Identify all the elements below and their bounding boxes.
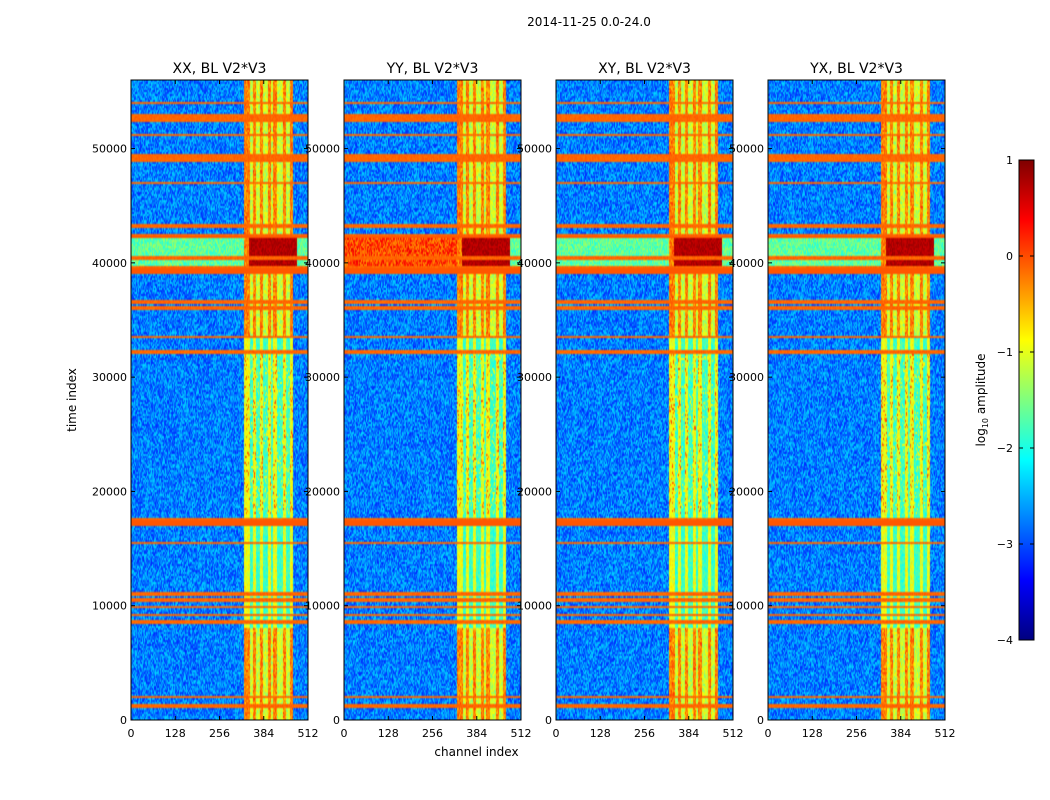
y-tick-label: 10000 [517,600,552,613]
x-tick-label: 128 [802,727,823,740]
heatmap-image [344,80,521,720]
y-tick-label: 40000 [92,257,127,270]
colorbar-tick-label: −4 [997,634,1013,647]
x-tick-label: 256 [846,727,867,740]
y-tick-label: 30000 [92,371,127,384]
colorbar-tick-label: −1 [997,346,1013,359]
x-tick-label: 384 [890,727,911,740]
colorbar-gradient [1018,159,1035,641]
y-tick-label: 20000 [305,485,340,498]
y-tick-label: 0 [333,714,340,727]
x-tick-label: 256 [634,727,655,740]
colorbar: 1 0 −1 −2 −3 −4 log10 amplitude [974,154,1035,647]
colorbar-tick-label: −3 [997,538,1013,551]
y-tick-label: 20000 [729,485,764,498]
x-tick-label: 0 [553,727,560,740]
y-tick-label: 40000 [517,257,552,270]
x-tick-label: 0 [765,727,772,740]
y-tick-label: 50000 [729,143,764,156]
y-tick-label: 0 [120,714,127,727]
x-tick-label: 0 [128,727,135,740]
heatmap-image [556,80,733,720]
panel-title: XY, BL V2*V3 [598,61,691,77]
x-tick-label: 128 [378,727,399,740]
x-tick-label: 384 [678,727,699,740]
x-axis-label: channel index [434,745,518,759]
figure-suptitle: 2014-11-25 0.0-24.0 [527,15,651,29]
y-tick-label: 10000 [92,600,127,613]
y-tick-label: 50000 [517,143,552,156]
x-tick-label: 256 [422,727,443,740]
y-tick-label: 30000 [517,371,552,384]
y-tick-label: 20000 [517,485,552,498]
colorbar-label: log10 amplitude [974,354,990,447]
colorbar-tick-label: 1 [1006,154,1013,167]
colorbar-tick-label: −2 [997,442,1013,455]
x-tick-label: 128 [165,727,186,740]
panel-2: YY, BL V2*V3 0 128 256 384 512 0 10000 20000 3000… [305,61,532,759]
heatmap-image [768,80,945,720]
colorbar-tick-label: 0 [1006,250,1013,263]
x-tick-label: 512 [298,727,319,740]
y-axis-label: time index [65,368,79,432]
y-tick-label: 50000 [305,143,340,156]
panel-4: YX, BL V2*V3 0 128 256 384 512 0 10000 20000 3000… [729,61,956,740]
x-tick-label: 384 [253,727,274,740]
x-tick-label: 256 [209,727,230,740]
y-tick-label: 30000 [729,371,764,384]
x-tick-label: 512 [723,727,744,740]
y-tick-label: 10000 [305,600,340,613]
y-tick-label: 50000 [92,143,127,156]
panel-title: YX, BL V2*V3 [809,61,903,77]
y-tick-label: 10000 [729,600,764,613]
panel-title: XX, BL V2*V3 [173,61,267,77]
x-tick-label: 512 [935,727,956,740]
panel-3: XY, BL V2*V3 0 128 256 384 512 0 10000 20000 3000… [517,61,744,740]
y-tick-label: 0 [545,714,552,727]
y-tick-label: 40000 [729,257,764,270]
x-tick-label: 0 [341,727,348,740]
x-tick-label: 128 [590,727,611,740]
x-tick-label: 384 [466,727,487,740]
panels-group: XX, BL V2*V3 0 128 256 384 512 0 10000 20000 3000… [65,61,956,759]
panel-title: YY, BL V2*V3 [386,61,479,77]
y-tick-label: 30000 [305,371,340,384]
y-tick-label: 0 [757,714,764,727]
x-tick-label: 512 [511,727,532,740]
panel-1: XX, BL V2*V3 0 128 256 384 512 0 10000 20000 3000… [65,61,319,740]
y-tick-label: 40000 [305,257,340,270]
y-tick-label: 20000 [92,485,127,498]
heatmap-image [131,80,308,720]
